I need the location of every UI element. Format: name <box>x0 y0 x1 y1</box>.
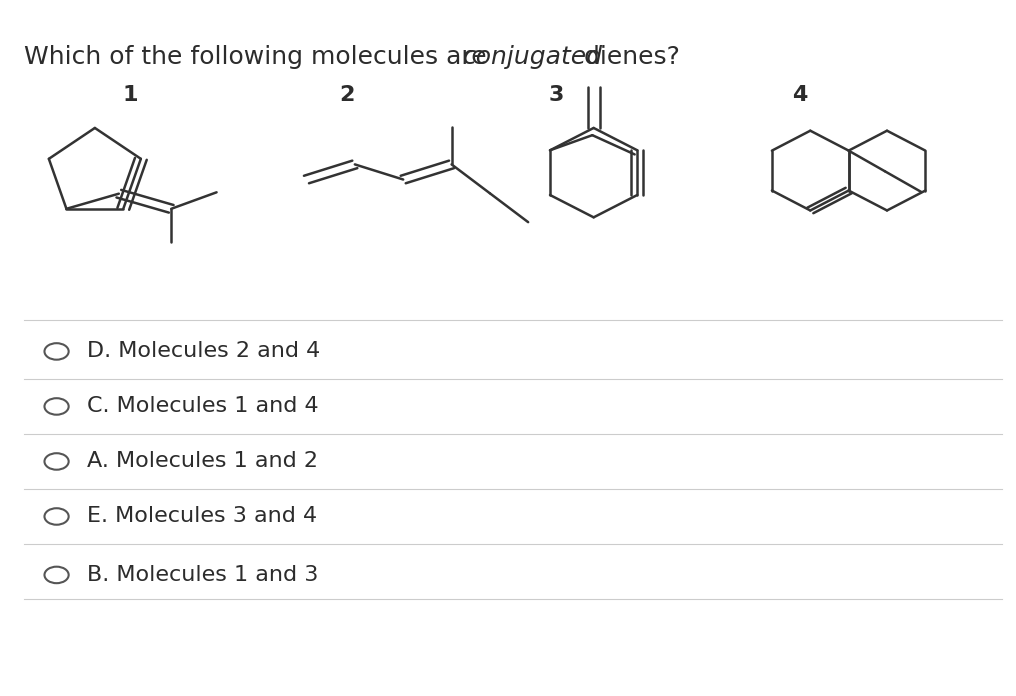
Text: Which of the following molecules are: Which of the following molecules are <box>24 45 495 70</box>
Text: A. Molecules 1 and 2: A. Molecules 1 and 2 <box>86 452 318 471</box>
Text: D. Molecules 2 and 4: D. Molecules 2 and 4 <box>86 342 320 361</box>
Text: 1: 1 <box>122 85 138 105</box>
Text: dienes?: dienes? <box>575 45 680 70</box>
Text: B. Molecules 1 and 3: B. Molecules 1 and 3 <box>86 565 318 585</box>
Text: 2: 2 <box>339 85 355 105</box>
Text: E. Molecules 3 and 4: E. Molecules 3 and 4 <box>86 507 317 526</box>
Text: 4: 4 <box>792 85 808 105</box>
Text: C. Molecules 1 and 4: C. Molecules 1 and 4 <box>86 397 318 416</box>
Text: conjugated: conjugated <box>462 45 602 70</box>
Text: 3: 3 <box>549 85 564 105</box>
